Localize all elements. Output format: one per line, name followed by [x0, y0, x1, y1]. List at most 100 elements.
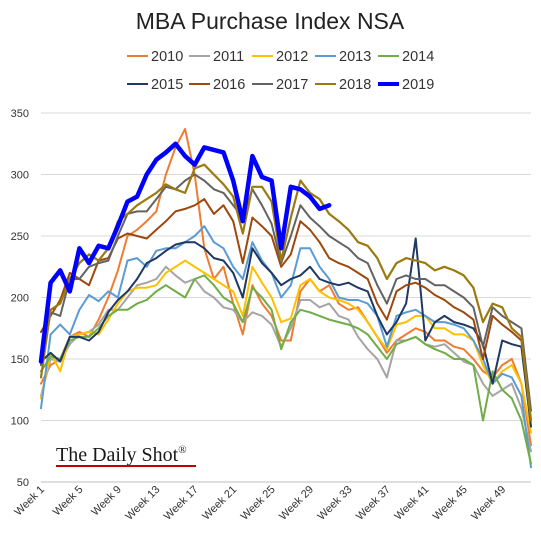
data-point: [453, 358, 455, 360]
data-point: [434, 327, 436, 329]
data-point: [261, 204, 263, 206]
legend-label-2019: 2019: [402, 77, 434, 93]
series-group: [40, 128, 532, 468]
data-point: [280, 266, 282, 268]
data-point: [117, 303, 119, 305]
data-point: [127, 260, 129, 262]
data-point: [444, 266, 446, 268]
data-point: [453, 352, 455, 354]
data-point: [175, 188, 177, 190]
data-point: [309, 278, 311, 280]
data-point: [165, 250, 167, 252]
data-point: [261, 315, 263, 317]
data-point: [511, 397, 513, 399]
data-point: [165, 266, 167, 268]
data-point: [482, 420, 484, 422]
x-tick-label: Week 49: [469, 484, 508, 523]
brand-watermark: The Daily Shot®: [52, 441, 204, 467]
x-tick-label: Week 9: [89, 484, 124, 519]
data-point: [242, 297, 244, 299]
y-tick-label: 150: [11, 354, 29, 366]
data-point: [396, 290, 398, 292]
data-point: [79, 309, 81, 311]
data-point: [280, 260, 282, 262]
data-point: [251, 241, 253, 243]
data-point: [155, 159, 157, 161]
data-point: [300, 247, 302, 249]
data-point: [69, 272, 71, 274]
data-point: [98, 260, 100, 262]
data-point: [434, 284, 436, 286]
data-point: [415, 282, 417, 284]
data-point: [223, 266, 225, 268]
data-point: [300, 188, 302, 190]
data-point: [386, 352, 388, 354]
data-point: [328, 319, 330, 321]
data-point: [107, 290, 109, 292]
data-point: [405, 321, 407, 323]
x-tick-label: Week 21: [200, 484, 239, 523]
data-point: [242, 278, 244, 280]
data-point: [396, 343, 398, 345]
data-point: [328, 204, 330, 206]
data-point: [319, 198, 321, 200]
data-point: [175, 143, 177, 145]
data-point: [79, 336, 81, 338]
y-tick-label: 250: [11, 231, 29, 243]
data-point: [280, 348, 282, 350]
data-point: [472, 327, 474, 329]
data-point: [463, 348, 465, 350]
data-point: [453, 306, 455, 308]
data-point: [348, 282, 350, 284]
data-point: [415, 315, 417, 317]
data-point: [357, 299, 359, 301]
data-point: [203, 274, 205, 276]
data-point: [40, 331, 42, 333]
data-point: [290, 217, 292, 219]
data-point: [50, 309, 52, 311]
data-point: [492, 303, 494, 305]
data-point: [175, 266, 177, 268]
data-point: [348, 309, 350, 311]
data-point: [213, 297, 215, 299]
data-point: [165, 220, 167, 222]
data-point: [194, 167, 196, 169]
data-point: [444, 352, 446, 354]
data-point: [300, 309, 302, 311]
data-point: [472, 319, 474, 321]
data-point: [184, 155, 186, 157]
data-point: [453, 270, 455, 272]
data-point: [136, 204, 138, 206]
data-point: [511, 364, 513, 366]
data-point: [271, 180, 273, 182]
data-point: [127, 297, 129, 299]
data-point: [184, 128, 186, 130]
data-point: [194, 235, 196, 237]
data-point: [165, 174, 167, 176]
data-point: [396, 262, 398, 264]
data-point: [261, 186, 263, 188]
data-point: [405, 284, 407, 286]
data-point: [127, 235, 129, 237]
legend-label-2018: 2018: [339, 77, 371, 93]
data-point: [300, 299, 302, 301]
data-point: [530, 432, 532, 434]
data-point: [530, 463, 532, 465]
data-point: [40, 407, 42, 409]
data-point: [155, 229, 157, 231]
series-2019: [40, 143, 330, 363]
data-point: [107, 297, 109, 299]
data-point: [386, 346, 388, 348]
data-point: [386, 278, 388, 280]
data-point: [463, 311, 465, 313]
data-point: [319, 208, 321, 210]
data-point: [453, 334, 455, 336]
x-tick-label: Week 29: [277, 484, 316, 523]
data-point: [434, 340, 436, 342]
data-point: [261, 176, 263, 178]
x-tick-label: Week 17: [162, 484, 201, 523]
data-point: [405, 274, 407, 276]
data-point: [251, 287, 253, 289]
x-tick-label: Week 13: [123, 484, 162, 523]
x-tick-label: Week 41: [392, 484, 431, 523]
